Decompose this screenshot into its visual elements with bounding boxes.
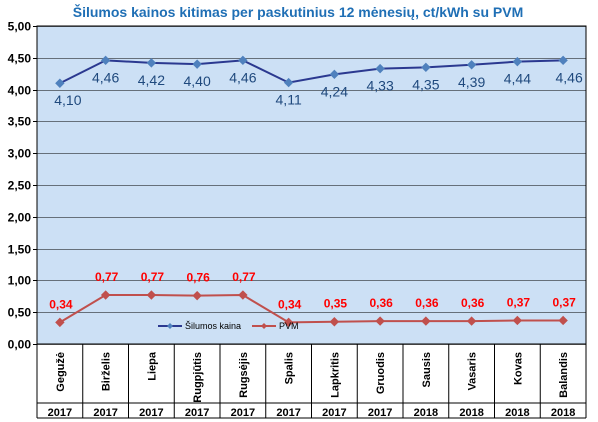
- y-tick-label: 0,50: [8, 306, 32, 320]
- data-point: [238, 55, 248, 66]
- y-tick-label: 4,00: [8, 84, 32, 98]
- data-label: 0,77: [232, 270, 256, 284]
- data-label: 0,37: [507, 295, 531, 309]
- x-axis: Gegužė 2017 Birželis 2017 Liepa 2017 Rugpjūtis…: [36, 344, 587, 419]
- x-year-label: 2017: [276, 407, 300, 419]
- legend-marker: [167, 323, 173, 329]
- data-point: [100, 290, 111, 300]
- series-line-heat-price: [59, 59, 564, 85]
- x-category-label: Kovas: [512, 352, 524, 385]
- data-point: [329, 69, 340, 80]
- data-point: [375, 316, 385, 326]
- data-label: 0,35: [324, 297, 348, 311]
- data-point: [192, 59, 202, 69]
- x-year-label: 2017: [48, 407, 72, 419]
- data-point: [146, 290, 157, 300]
- x-year-label: 2018: [551, 407, 575, 419]
- data-label: 0,34: [49, 297, 73, 311]
- x-category-label: Vasaris: [467, 352, 479, 391]
- x-category-label: Balandis: [558, 352, 570, 398]
- data-point: [55, 317, 65, 328]
- series-line-vat: [59, 294, 564, 324]
- data-point: [283, 317, 294, 328]
- x-category-label: Rugsėjis: [238, 352, 250, 398]
- data-point: [100, 55, 111, 66]
- y-tick-label: 4,50: [8, 52, 32, 66]
- data-label: 0,34: [278, 297, 302, 311]
- legend-label: PVM: [279, 321, 299, 331]
- data-label: 4,44: [504, 71, 531, 87]
- x-category-label: Rugpjūtis: [192, 352, 204, 403]
- x-year-label: 2018: [459, 407, 483, 419]
- data-label: 4,46: [92, 69, 119, 85]
- x-year-label: 2017: [185, 407, 209, 419]
- y-tick-label: 3,00: [8, 147, 32, 161]
- data-point: [558, 315, 568, 326]
- x-category-label: Birželis: [101, 352, 113, 391]
- data-point: [421, 62, 431, 73]
- y-axis: 0,00 0,50 1,00 1,50 2,00 2,50 3,00 3,50 4,00 4,50…: [8, 20, 37, 352]
- x-category-label: Lapkritis: [329, 352, 341, 398]
- x-category-label: Sausis: [421, 352, 433, 387]
- data-label: 4,42: [138, 72, 165, 88]
- data-point: [146, 58, 157, 68]
- data-label: 0,36: [415, 296, 439, 310]
- x-year-label: 2017: [368, 407, 392, 419]
- data-label: 0,37: [552, 295, 576, 309]
- x-year-label: 2018: [414, 407, 438, 419]
- y-tick-label: 3,50: [8, 115, 32, 129]
- data-point: [192, 290, 202, 301]
- x-year-label: 2017: [231, 407, 255, 419]
- data-label: 0,36: [461, 296, 485, 310]
- y-tick-label: 0,00: [8, 338, 32, 352]
- data-point: [283, 77, 294, 88]
- y-tick-label: 2,50: [8, 179, 32, 193]
- data-label: 4,40: [184, 73, 211, 89]
- data-point: [375, 63, 385, 74]
- x-category-label: Gruodis: [375, 352, 387, 394]
- data-label: 0,76: [186, 271, 210, 285]
- data-label: 4,33: [367, 78, 394, 94]
- data-point: [329, 317, 340, 327]
- data-label: 4,35: [412, 76, 439, 92]
- legend-marker: [261, 323, 267, 329]
- data-label: 4,46: [556, 69, 583, 85]
- legend-label: Šilumos kaina: [185, 321, 241, 331]
- x-category-label: Spalis: [284, 352, 296, 384]
- data-point: [466, 316, 477, 326]
- data-point: [238, 290, 248, 300]
- data-label: 0,36: [369, 296, 393, 310]
- x-year-label: 2017: [139, 407, 163, 419]
- data-label: 4,11: [276, 92, 302, 108]
- data-label: 4,39: [458, 74, 485, 90]
- data-point: [512, 315, 523, 326]
- y-tick-label: 1,00: [8, 274, 32, 288]
- data-label: 4,10: [54, 92, 81, 108]
- y-tick-label: 1,50: [8, 243, 32, 257]
- data-label: 4,46: [229, 69, 256, 85]
- data-point: [466, 60, 477, 70]
- chart-title: Šilumos kainos kitimas per paskutinius 1…: [73, 3, 523, 20]
- x-category-label: Liepa: [146, 351, 158, 381]
- legend: Šilumos kaina PVM: [158, 321, 299, 331]
- series-layer: 4,10 4,46 4,42 4,40 4,46 4,11 4,24 4,33 4,35 4,39…: [49, 55, 583, 328]
- data-point: [558, 55, 568, 66]
- x-year-label: 2017: [93, 407, 117, 419]
- data-label: 4,24: [321, 83, 348, 99]
- data-label: 0,77: [141, 270, 165, 284]
- x-year-label: 2017: [322, 407, 346, 419]
- data-label: 0,77: [95, 270, 119, 284]
- data-point: [55, 78, 65, 88]
- data-point: [421, 316, 431, 326]
- y-tick-label: 5,00: [8, 20, 32, 34]
- y-tick-label: 2,00: [8, 211, 32, 225]
- x-year-label: 2018: [505, 407, 529, 419]
- x-category-label: Gegužė: [55, 352, 67, 392]
- data-point: [512, 56, 523, 67]
